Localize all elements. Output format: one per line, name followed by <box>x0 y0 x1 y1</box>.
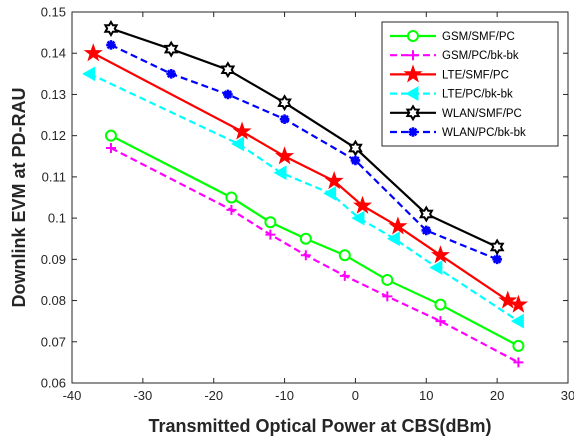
y-tick-label: 0.07 <box>41 334 66 349</box>
y-tick-label: 0.14 <box>41 46 66 61</box>
data-point <box>386 231 400 247</box>
data-point <box>513 357 524 368</box>
legend-marker <box>408 127 418 137</box>
data-point <box>421 225 432 236</box>
legend-box <box>381 21 559 147</box>
y-tick-label: 0.11 <box>42 169 66 184</box>
data-point <box>339 270 350 281</box>
data-point <box>220 61 236 79</box>
data-point <box>82 66 96 82</box>
data-point <box>352 195 373 214</box>
legend-label: WLAN/PC/bk-bk <box>442 127 526 139</box>
data-point <box>277 94 292 112</box>
legend-marker <box>403 64 423 83</box>
data-point <box>300 250 311 261</box>
series-2 <box>83 43 528 313</box>
series-5 <box>106 40 502 265</box>
data-point <box>508 294 528 313</box>
series-4 <box>103 20 505 256</box>
x-tick-label: 0 <box>352 388 359 403</box>
y-tick-label: 0.06 <box>41 376 66 391</box>
data-point <box>388 216 408 235</box>
y-axis-title: Downlink EVM at PD-RAU <box>9 87 29 307</box>
x-tick-label: -20 <box>204 388 223 403</box>
data-point <box>226 204 237 215</box>
data-point <box>498 290 518 309</box>
data-point <box>418 205 434 223</box>
legend-item: GSM/PC/bk-bk <box>390 50 519 62</box>
series-0 <box>104 129 525 352</box>
data-point <box>230 136 245 152</box>
data-point <box>275 146 295 165</box>
legend-label: WLAN/SMF/PC <box>442 108 522 120</box>
x-axis-title: Transmitted Optical Power at CBS(dBm) <box>148 416 491 436</box>
x-tick-label: 20 <box>490 388 504 403</box>
y-tick-label: 0.12 <box>41 128 66 143</box>
data-point <box>434 298 447 311</box>
x-tick-label: 30 <box>561 388 574 403</box>
data-point <box>430 245 450 264</box>
legend-item: LTE/SMF/PC <box>390 64 509 83</box>
legend-marker <box>407 30 419 42</box>
data-point <box>324 170 344 190</box>
legend-label: LTE/PC/bk-bk <box>442 89 513 101</box>
legend-item: GSM/SMF/PC <box>390 30 515 43</box>
series-line <box>110 147 519 364</box>
y-tick-label: 0.09 <box>41 252 66 267</box>
data-point <box>381 273 394 286</box>
ticks-layer: -40 -30 -20 -10 0 10 20 30 0.06 0.07 0.08 0.09 0.1 0.… <box>41 5 574 404</box>
legend-marker <box>405 104 421 122</box>
data-point <box>163 40 179 58</box>
data-point <box>351 210 365 226</box>
legend-label: GSM/PC/bk-bk <box>442 50 519 62</box>
data-point <box>350 155 361 166</box>
data-point <box>104 129 117 142</box>
data-point <box>223 89 233 100</box>
series-3 <box>82 66 524 329</box>
data-point <box>225 191 238 204</box>
data-point <box>166 69 176 79</box>
legend-label: LTE/SMF/PC <box>442 69 509 81</box>
data-point <box>232 121 252 140</box>
data-point <box>338 249 351 262</box>
legend-item: WLAN/PC/bk-bk <box>390 127 526 139</box>
x-tick-label: -40 <box>63 388 82 403</box>
series-layer <box>82 20 528 368</box>
legend-item: LTE/PC/bk-bk <box>390 86 513 101</box>
data-point <box>323 186 337 201</box>
data-point <box>429 260 443 275</box>
legend-marker <box>408 50 418 61</box>
data-point <box>489 238 505 256</box>
series-line <box>110 134 519 347</box>
data-point <box>106 40 116 50</box>
y-tick-label: 0.15 <box>41 5 66 20</box>
data-point <box>264 216 277 229</box>
series-1 <box>105 143 524 368</box>
x-tick-label: -10 <box>275 388 294 403</box>
x-tick-label: 10 <box>419 388 433 403</box>
data-point <box>382 291 393 302</box>
y-tick-label: 0.08 <box>41 293 66 308</box>
data-point <box>83 43 103 62</box>
series-line <box>89 72 520 323</box>
y-tick-label: 0.13 <box>41 87 66 102</box>
data-point <box>435 316 446 327</box>
data-point <box>510 313 524 329</box>
legend-item: WLAN/SMF/PC <box>390 104 522 122</box>
legend-marker <box>405 86 419 101</box>
data-point <box>492 254 502 265</box>
data-point <box>103 20 119 37</box>
data-point <box>299 232 312 245</box>
legend-label: GSM/SMF/PC <box>442 31 515 43</box>
data-point <box>105 143 116 154</box>
data-point <box>273 165 287 181</box>
data-point <box>279 114 290 124</box>
x-tick-label: -30 <box>133 388 152 403</box>
data-point <box>265 229 276 240</box>
data-point <box>512 339 525 352</box>
data-point <box>348 139 363 157</box>
y-tick-label: 0.1 <box>48 211 66 226</box>
legend: GSM/SMF/PC GSM/PC/bk-bk LTE/SMF/PC LTE/PC/b… <box>381 21 559 147</box>
